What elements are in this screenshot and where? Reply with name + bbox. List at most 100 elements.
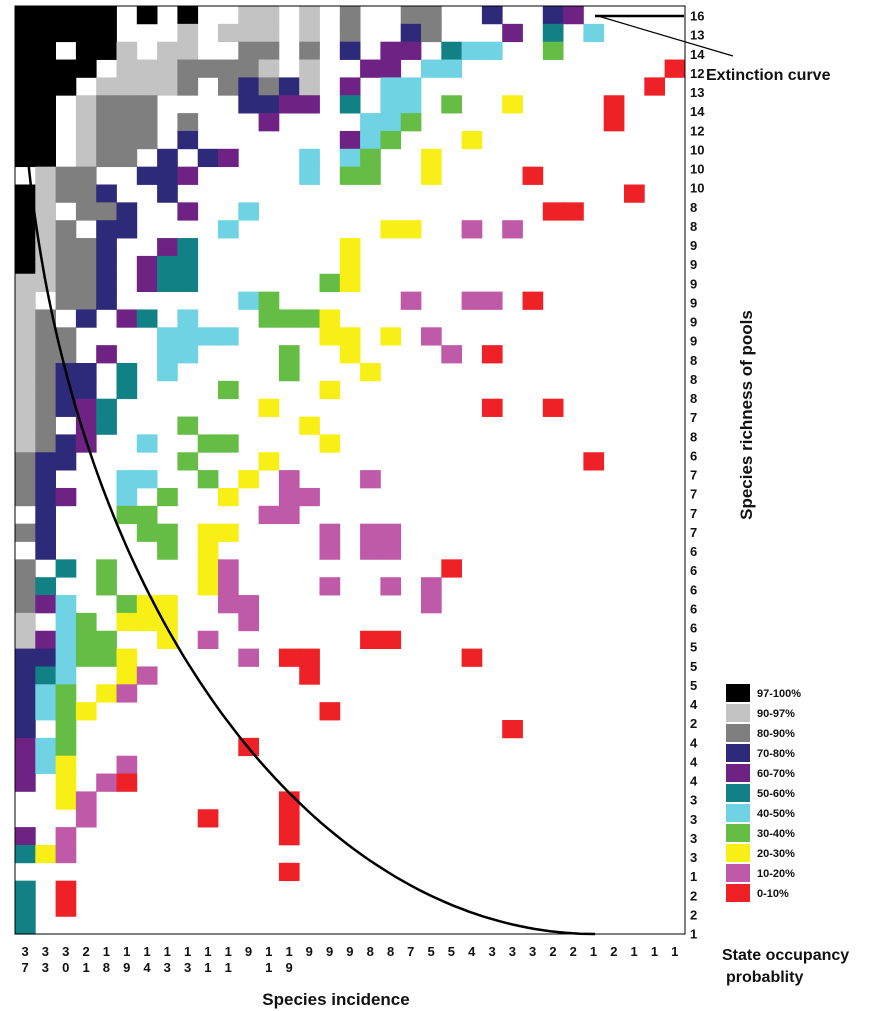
heatmap-cell bbox=[15, 827, 36, 846]
heatmap-cell bbox=[55, 702, 77, 721]
heatmap-cell bbox=[157, 345, 178, 364]
legend-swatch bbox=[726, 684, 750, 702]
y-tick-label: 4 bbox=[690, 754, 698, 769]
heatmap-cell bbox=[380, 113, 402, 132]
x-tick-label: 1 bbox=[285, 944, 292, 959]
x-tick-label: 1 bbox=[671, 944, 678, 959]
heatmap-cell bbox=[339, 238, 361, 257]
heatmap-cell bbox=[96, 577, 117, 596]
heatmap-cell bbox=[75, 184, 97, 203]
heatmap-cell bbox=[238, 59, 259, 78]
legend-swatch bbox=[726, 704, 750, 722]
heatmap-cell bbox=[177, 113, 199, 132]
heatmap-cell bbox=[502, 23, 523, 43]
heatmap-cell bbox=[55, 666, 77, 685]
heatmap-cell bbox=[258, 95, 280, 114]
heatmap-cell bbox=[96, 41, 117, 60]
heatmap-cell bbox=[15, 6, 36, 25]
y-tick-label: 10 bbox=[690, 162, 704, 177]
heatmap-cell bbox=[278, 827, 300, 846]
heatmap-cell bbox=[116, 113, 138, 132]
heatmap-cell bbox=[319, 309, 341, 328]
legend-label: 70-80% bbox=[757, 748, 795, 760]
heatmap-cell bbox=[218, 487, 239, 507]
y-tick-label: 6 bbox=[690, 563, 697, 578]
y-tick-label: 8 bbox=[690, 353, 697, 368]
heatmap-cell bbox=[15, 702, 36, 721]
legend-swatch bbox=[726, 824, 750, 842]
heatmap-cell bbox=[502, 220, 523, 239]
heatmap-cell bbox=[177, 130, 199, 150]
heatmap-cell bbox=[96, 345, 117, 364]
heatmap-cell bbox=[360, 523, 381, 542]
heatmap-cell bbox=[136, 166, 158, 185]
heatmap-cell bbox=[75, 255, 97, 275]
heatmap-cell bbox=[75, 166, 97, 185]
heatmap-cell bbox=[15, 612, 36, 632]
heatmap-cell bbox=[96, 6, 117, 25]
heatmap-cell bbox=[35, 434, 56, 453]
x-tick-label: 3 bbox=[184, 960, 191, 975]
heatmap-cell bbox=[15, 844, 36, 864]
heatmap-cell bbox=[15, 898, 36, 917]
heatmap-cell bbox=[319, 327, 341, 346]
heatmap-cell bbox=[55, 59, 77, 78]
heatmap-cell bbox=[278, 345, 300, 364]
heatmap-cell bbox=[522, 166, 544, 185]
heatmap-cell bbox=[177, 6, 199, 25]
heatmap-cell bbox=[96, 684, 117, 703]
heatmap-cell bbox=[380, 41, 402, 60]
x-tick-label: 1 bbox=[184, 944, 191, 959]
heatmap-cell bbox=[55, 238, 77, 257]
heatmap-cell bbox=[75, 791, 97, 810]
x-tick-label: 1 bbox=[265, 944, 272, 959]
heatmap-cell bbox=[116, 148, 138, 168]
heatmap-cell bbox=[481, 41, 503, 60]
heatmap-cell bbox=[96, 130, 117, 150]
heatmap-cell bbox=[400, 291, 422, 310]
heatmap-cell bbox=[96, 77, 117, 96]
heatmap-cell bbox=[339, 6, 361, 25]
heatmap-cell bbox=[15, 648, 36, 667]
heatmap-cell bbox=[55, 630, 77, 649]
heatmap-cell bbox=[55, 398, 77, 417]
x-tick-label: 3 bbox=[488, 944, 495, 959]
heatmap-cell bbox=[15, 684, 36, 703]
legend-swatch bbox=[726, 844, 750, 862]
heatmap-cell bbox=[35, 363, 56, 382]
heatmap-cell bbox=[177, 166, 199, 185]
heatmap-cell bbox=[55, 648, 77, 667]
heatmap-cell bbox=[299, 416, 320, 435]
heatmap-cell bbox=[177, 23, 199, 43]
heatmap-cell bbox=[35, 452, 56, 471]
heatmap-cell bbox=[238, 648, 259, 667]
heatmap-cell bbox=[278, 809, 300, 828]
heatmap-cell bbox=[55, 791, 77, 810]
x-tick-label: 1 bbox=[630, 944, 637, 959]
heatmap-cell bbox=[15, 398, 36, 417]
heatmap-cell bbox=[15, 77, 36, 96]
heatmap-cell bbox=[136, 77, 158, 96]
heatmap-cell bbox=[35, 309, 56, 328]
heatmap-cell bbox=[116, 773, 138, 792]
heatmap-cell bbox=[177, 416, 199, 435]
x-tick-label: 1 bbox=[590, 944, 597, 959]
heatmap-cell bbox=[75, 363, 97, 382]
heatmap-cell bbox=[380, 541, 402, 560]
heatmap-cell bbox=[177, 345, 199, 364]
heatmap-cell bbox=[542, 23, 564, 43]
heatmap-cell bbox=[400, 220, 422, 239]
heatmap-cell bbox=[258, 113, 280, 132]
heatmap-cell bbox=[55, 434, 77, 453]
y-tick-label: 16 bbox=[690, 9, 704, 24]
heatmap-cells bbox=[15, 6, 686, 935]
heatmap-cell bbox=[55, 720, 77, 739]
heatmap-cell bbox=[35, 327, 56, 346]
heatmap-cell bbox=[278, 77, 300, 96]
heatmap-cell bbox=[55, 737, 77, 757]
heatmap-cell bbox=[15, 273, 36, 292]
x-tick-label: 4 bbox=[143, 960, 151, 975]
heatmap-cell bbox=[218, 595, 239, 614]
heatmap-cell bbox=[35, 577, 56, 596]
heatmap-cell bbox=[441, 559, 462, 578]
